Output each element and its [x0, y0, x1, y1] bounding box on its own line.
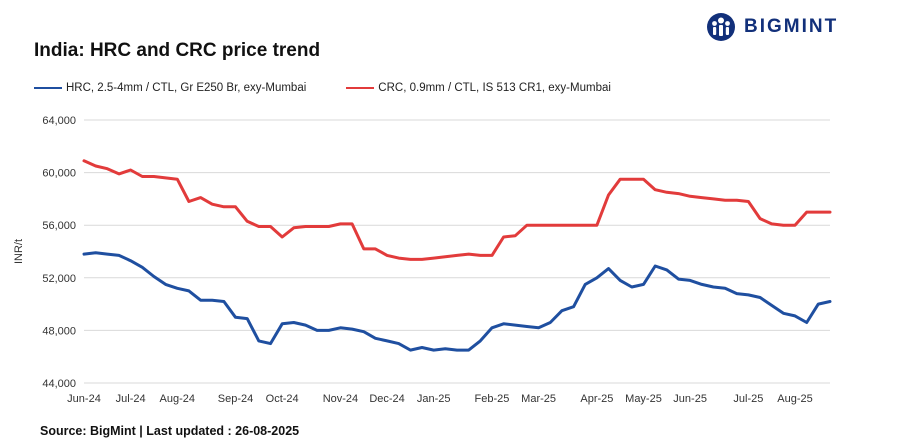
x-tick-label: Feb-25: [475, 393, 510, 405]
chart-series: [84, 161, 830, 350]
y-tick-label: 56,000: [42, 220, 76, 232]
x-tick-label: Jan-25: [417, 393, 451, 405]
x-tick-label: Jul-25: [733, 393, 763, 405]
y-tick-label: 48,000: [42, 325, 76, 337]
y-tick-label: 44,000: [42, 378, 76, 390]
y-tick-label: 64,000: [42, 115, 76, 127]
hrc-price-line: [84, 253, 830, 350]
x-tick-label: Oct-24: [266, 393, 299, 405]
crc-price-line: [84, 161, 830, 260]
x-tick-label: Dec-24: [369, 393, 404, 405]
x-axis-ticks: Jun-24 Jul-24 Aug-24 Sep-24 Oct-24 Nov-24 Dec-…: [67, 393, 813, 405]
x-tick-label: Nov-24: [323, 393, 358, 405]
x-tick-label: Mar-25: [521, 393, 556, 405]
y-axis-ticks: 44,000 48,000 52,000 56,000 60,000 64,000: [42, 115, 76, 390]
x-tick-label: Aug-24: [160, 393, 195, 405]
x-tick-label: Jun-25: [673, 393, 707, 405]
x-tick-label: Aug-25: [777, 393, 812, 405]
price-trend-chart: 44,000 48,000 52,000 56,000 60,000 64,000 Jun…: [0, 0, 902, 448]
y-tick-label: 60,000: [42, 168, 76, 180]
y-axis-title: INR/t: [13, 239, 25, 264]
x-tick-label: Sep-24: [218, 393, 253, 405]
x-tick-label: Jun-24: [67, 393, 101, 405]
y-tick-label: 52,000: [42, 273, 76, 285]
chart-gridlines: [84, 120, 830, 383]
x-tick-label: Apr-25: [580, 393, 613, 405]
x-tick-label: May-25: [625, 393, 662, 405]
x-tick-label: Jul-24: [116, 393, 146, 405]
source-note: Source: BigMint | Last updated : 26-08-2…: [40, 424, 299, 438]
